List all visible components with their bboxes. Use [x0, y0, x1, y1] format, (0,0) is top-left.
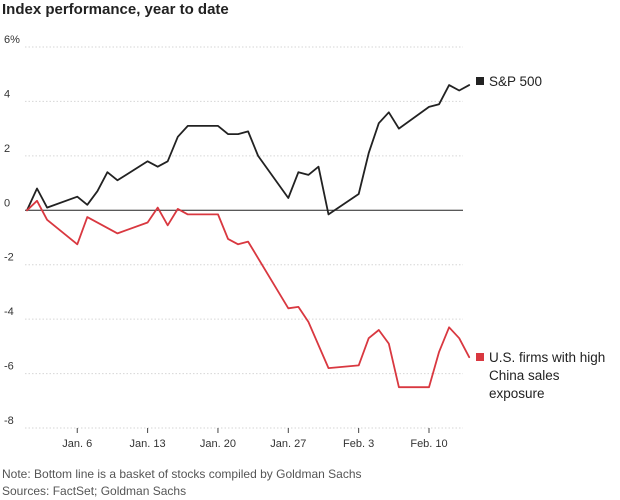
line-chart: 6% 4 2 0 -2 -4 -6 -8 Jan. 6 Jan. 13 Jan. 20 Jan. 2…	[4, 34, 605, 450]
chart-title: Index performance, year to date	[2, 1, 229, 18]
x-tick-label: Jan. 13	[130, 438, 166, 450]
legend-label-china-line-1: U.S. firms with high	[489, 350, 605, 365]
y-tick-label: -8	[4, 415, 14, 427]
y-tick-label: 4	[4, 88, 10, 100]
legend: S&P 500 U.S. firms with high China sales…	[476, 74, 605, 401]
series-line-sp500	[26, 84, 471, 216]
y-tick-label: -2	[4, 252, 14, 264]
gridlines	[25, 46, 463, 429]
legend-label-sp500: S&P 500	[489, 74, 542, 89]
x-tick-label: Jan. 20	[200, 438, 236, 450]
legend-swatch-sp500	[476, 77, 484, 85]
legend-label-china-line-3: exposure	[489, 386, 545, 401]
x-tick-label: Feb. 10	[410, 438, 447, 450]
legend-label-china-line-2: China sales	[489, 368, 560, 383]
chart-sources: Sources: FactSet; Goldman Sachs	[2, 484, 187, 498]
y-axis-tick-labels: 6% 4 2 0 -2 -4 -6 -8	[4, 34, 20, 427]
y-tick-label: 0	[4, 197, 10, 209]
y-tick-label: 2	[4, 143, 10, 155]
x-tick-label: Jan. 6	[62, 438, 92, 450]
y-tick-label: -6	[4, 361, 14, 373]
chart-note: Note: Bottom line is a basket of stocks …	[2, 467, 362, 481]
x-tick-label: Feb. 3	[343, 438, 374, 450]
y-tick-label: 6%	[4, 34, 20, 46]
series-line-china-exposure	[26, 199, 471, 389]
x-axis-ticks: Jan. 6 Jan. 13 Jan. 20 Jan. 27 Feb. 3 Feb. 10	[62, 428, 448, 450]
legend-swatch-china	[476, 353, 484, 361]
series-lines	[26, 84, 471, 389]
x-tick-label: Jan. 27	[270, 438, 306, 450]
y-tick-label: -4	[4, 306, 14, 318]
